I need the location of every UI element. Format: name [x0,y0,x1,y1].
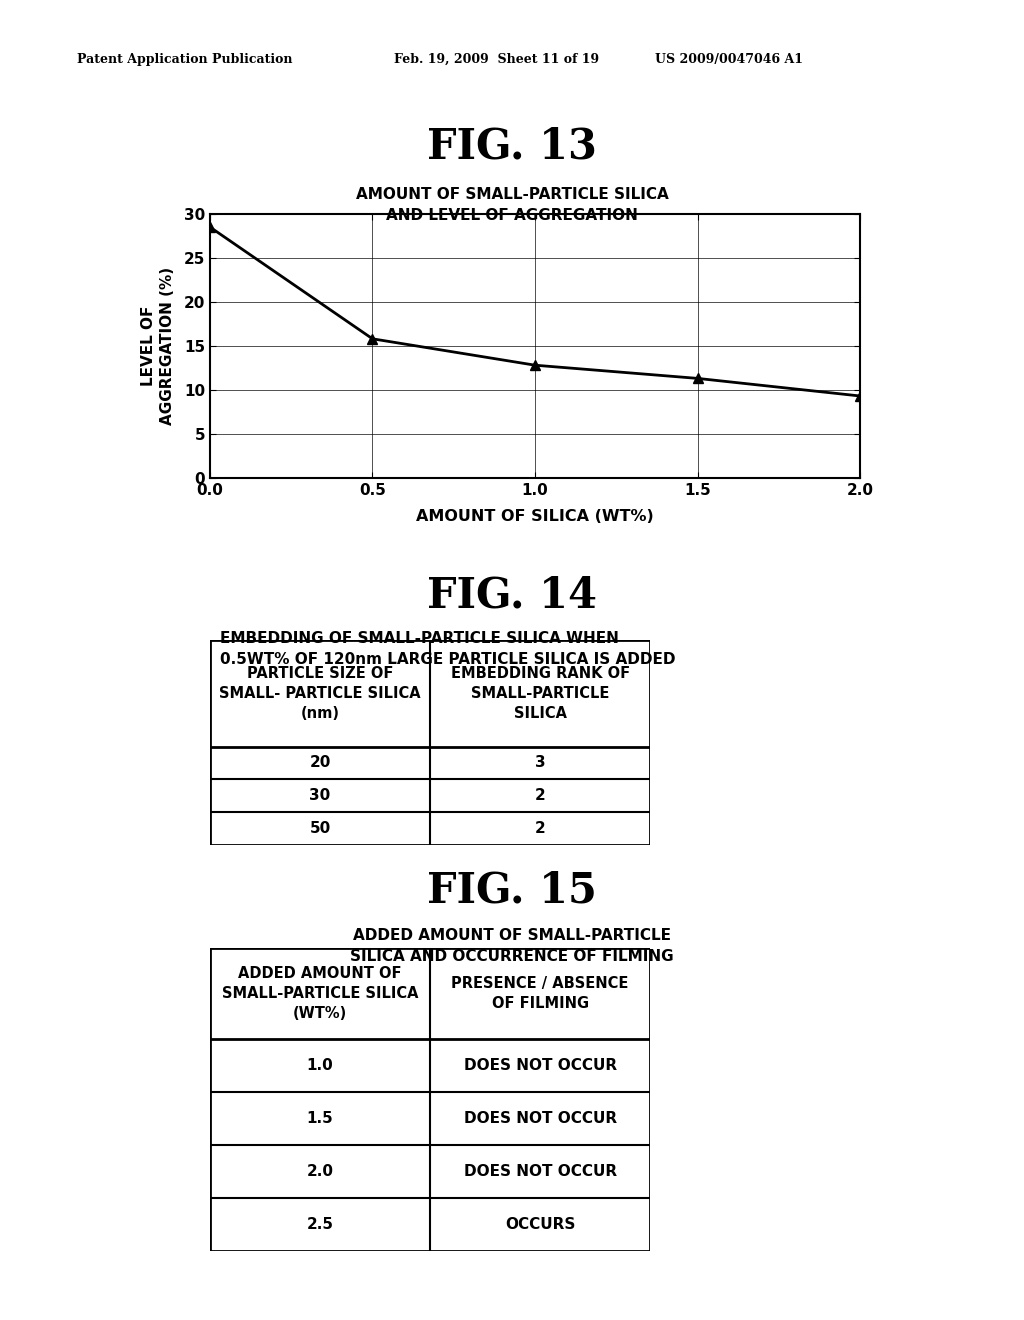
Text: FIG. 14: FIG. 14 [427,574,597,616]
Y-axis label: LEVEL OF
AGGREGATION (%): LEVEL OF AGGREGATION (%) [140,267,175,425]
Text: Patent Application Publication: Patent Application Publication [77,53,292,66]
Text: DOES NOT OCCUR: DOES NOT OCCUR [464,1057,616,1073]
Text: EMBEDDING OF SMALL-PARTICLE SILICA WHEN
0.5WT% OF 120nm LARGE PARTICLE SILICA IS: EMBEDDING OF SMALL-PARTICLE SILICA WHEN … [220,631,676,667]
Text: PRESENCE / ABSENCE
OF FILMING: PRESENCE / ABSENCE OF FILMING [452,975,629,1011]
Text: ADDED AMOUNT OF
SMALL-PARTICLE SILICA
(WT%): ADDED AMOUNT OF SMALL-PARTICLE SILICA (W… [222,966,418,1020]
Text: 1.5: 1.5 [306,1111,334,1126]
Text: 2.0: 2.0 [306,1164,334,1179]
Text: 2: 2 [535,821,546,836]
Text: FIG. 15: FIG. 15 [427,870,597,912]
Text: 3: 3 [535,755,546,771]
Text: DOES NOT OCCUR: DOES NOT OCCUR [464,1164,616,1179]
Text: 20: 20 [309,755,331,771]
Text: Feb. 19, 2009  Sheet 11 of 19: Feb. 19, 2009 Sheet 11 of 19 [394,53,599,66]
Text: ADDED AMOUNT OF SMALL-PARTICLE
SILICA AND OCCURRENCE OF FILMING: ADDED AMOUNT OF SMALL-PARTICLE SILICA AN… [350,928,674,964]
Text: 1.0: 1.0 [306,1057,334,1073]
Text: 2.5: 2.5 [306,1217,334,1233]
Text: FIG. 13: FIG. 13 [427,125,597,168]
Text: 50: 50 [309,821,331,836]
X-axis label: AMOUNT OF SILICA (WT%): AMOUNT OF SILICA (WT%) [416,508,654,524]
Text: OCCURS: OCCURS [505,1217,575,1233]
Text: US 2009/0047046 A1: US 2009/0047046 A1 [655,53,804,66]
Text: 30: 30 [309,788,331,803]
Text: EMBEDDING RANK OF
SMALL-PARTICLE
SILICA: EMBEDDING RANK OF SMALL-PARTICLE SILICA [451,667,630,721]
Text: AMOUNT OF SMALL-PARTICLE SILICA
AND LEVEL OF AGGREGATION: AMOUNT OF SMALL-PARTICLE SILICA AND LEVE… [355,187,669,223]
Text: DOES NOT OCCUR: DOES NOT OCCUR [464,1111,616,1126]
Text: 2: 2 [535,788,546,803]
Text: PARTICLE SIZE OF
SMALL- PARTICLE SILICA
(nm): PARTICLE SIZE OF SMALL- PARTICLE SILICA … [219,667,421,721]
